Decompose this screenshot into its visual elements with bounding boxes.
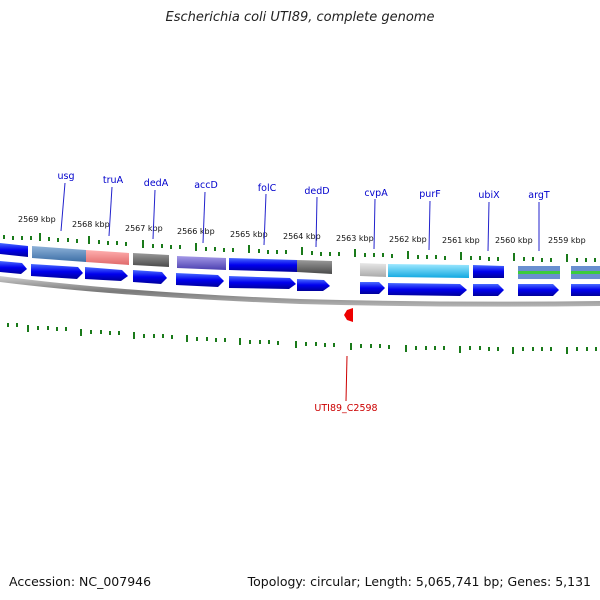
gene-block [297,260,332,274]
gene-block [177,256,226,270]
ruler-label: 2569 kbp [18,215,56,224]
cds-arrow [473,284,504,296]
feature-leader [345,355,348,402]
ruler-label: 2561 kbp [442,236,480,245]
gene-block [388,264,469,278]
ruler-label: 2568 kbp [72,220,110,229]
accession-text: Accession: NC_007946 [9,574,152,589]
cds-arrow [133,270,167,284]
genome-title: Escherichia coli UTI89, complete genome [165,10,435,25]
gene-block [133,253,169,267]
feature-marker[interactable] [344,308,353,322]
gene-labels: usg truA dedA accD folC dedD cvpA purF u… [57,171,549,201]
cds-track [0,261,600,296]
gene-label-folc: folC [258,183,277,194]
lower-ruler-ticks [7,323,597,354]
upper-ruler-ticks [3,233,596,262]
gene-block [473,265,504,278]
cds-arrow [85,267,128,281]
ruler-label: 2562 kbp [389,235,427,244]
gene-track [0,243,600,279]
gene-label-deda: dedA [144,178,169,189]
ruler-label: 2560 kbp [495,236,533,245]
ruler-label: 2564 kbp [283,232,321,241]
ruler-label: 2559 kbp [548,236,586,245]
gene-label-ubix: ubiX [478,190,500,201]
cds-arrow [0,261,27,274]
gene-label-trua: truA [103,175,124,186]
gene-block-stripe [571,271,600,274]
ruler-label: 2563 kbp [336,234,374,243]
cds-arrow [571,284,600,296]
gene-leaders [60,182,540,252]
feature-label[interactable]: UTI89_C2598 [314,403,377,414]
gene-block [0,243,28,257]
ruler-label: 2565 kbp [230,230,268,239]
gene-label-purf: purF [419,189,440,200]
cds-arrow [388,283,467,296]
gene-label-argt: argT [528,190,550,201]
genome-backbone [0,276,600,307]
gene-label-dedd: dedD [304,186,329,197]
ruler-labels: 2569 kbp 2568 kbp 2567 kbp 2566 kbp 2565… [18,215,586,245]
cds-arrow [31,264,83,279]
gene-block [229,258,297,272]
cds-arrow [360,282,385,294]
genome-summary-text: Topology: circular; Length: 5,065,741 bp… [247,574,591,589]
gene-block-stripe [518,271,560,274]
gene-block [86,250,129,265]
gene-label-accd: accD [194,180,218,191]
cds-arrow [518,284,559,296]
cds-arrow [176,273,224,287]
gene-block [360,263,386,277]
ruler-label: 2566 kbp [177,227,215,236]
cds-arrow [297,279,330,291]
cds-arrow [229,276,296,289]
gene-block [32,246,86,262]
gene-label-usg: usg [57,171,74,182]
gene-label-cvpa: cvpA [364,188,388,199]
ruler-label: 2567 kbp [125,224,163,233]
